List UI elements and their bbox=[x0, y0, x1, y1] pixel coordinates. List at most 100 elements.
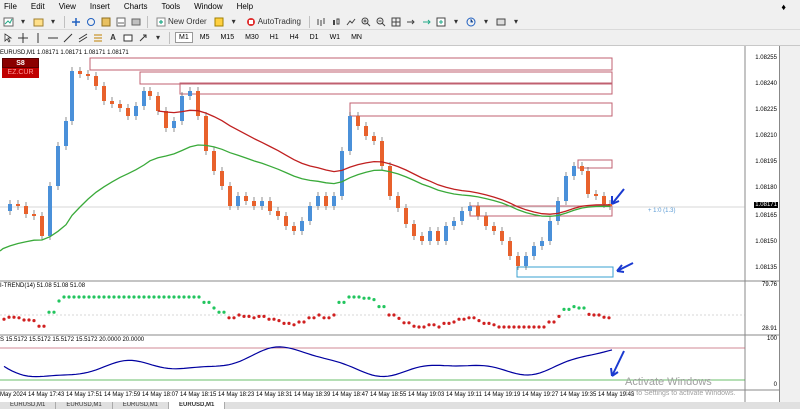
candle bbox=[444, 226, 448, 241]
bar-chart-icon[interactable] bbox=[315, 16, 327, 28]
autoscroll-icon[interactable] bbox=[420, 16, 432, 28]
trend-dot bbox=[322, 316, 326, 320]
periods-icon[interactable] bbox=[465, 16, 477, 28]
trend-dot bbox=[382, 305, 386, 309]
menu-insert[interactable]: Insert bbox=[89, 2, 110, 11]
candle bbox=[236, 196, 240, 206]
dropdown-arrow-icon[interactable]: ▾ bbox=[231, 17, 236, 26]
chart-shift-icon[interactable] bbox=[405, 16, 417, 28]
trend-dot bbox=[107, 295, 111, 299]
time-label: 14 May 19:35 bbox=[560, 392, 597, 398]
timeframe-m30[interactable]: M30 bbox=[245, 34, 259, 41]
trend-dot bbox=[152, 295, 156, 299]
menu-window[interactable]: Window bbox=[194, 2, 223, 11]
menu-view[interactable]: View bbox=[58, 2, 76, 11]
menu-file[interactable]: File bbox=[4, 2, 17, 11]
timeframe-w1[interactable]: W1 bbox=[329, 34, 341, 41]
chart-window[interactable]: EURUSD,M1 1.08171 1.08171 1.08171 1.0817… bbox=[0, 46, 780, 402]
resistance-zone[interactable] bbox=[89, 57, 613, 71]
chart-tab[interactable]: EURUSD,M1 bbox=[113, 402, 170, 409]
zoom-in-icon[interactable] bbox=[360, 16, 372, 28]
vertical-scrollbar[interactable] bbox=[780, 46, 800, 402]
timeframe-m15[interactable]: M15 bbox=[220, 34, 235, 41]
dropdown-arrow-icon[interactable]: ▾ bbox=[50, 17, 55, 26]
new-order-button[interactable]: New Order bbox=[153, 16, 210, 28]
candle bbox=[532, 246, 536, 256]
resistance-zone[interactable] bbox=[139, 71, 613, 85]
dropdown-arrow-icon[interactable]: ▾ bbox=[453, 17, 458, 26]
trendline-icon[interactable] bbox=[62, 32, 74, 44]
resistance-zone[interactable] bbox=[179, 82, 613, 95]
candle bbox=[276, 211, 280, 216]
menu-charts[interactable]: Charts bbox=[123, 2, 148, 11]
dropdown-arrow-icon[interactable]: ▾ bbox=[20, 17, 25, 26]
vertical-line-icon[interactable] bbox=[32, 32, 44, 44]
chart-tabs: EURUSD,M1 EURUSD,M1 EURUSD,M1 EURUSD,M1 bbox=[0, 402, 800, 409]
timeframe-m1[interactable]: M1 bbox=[175, 32, 193, 43]
menu-help[interactable]: Help bbox=[236, 2, 254, 11]
trend-dot bbox=[542, 325, 546, 329]
crosshair-icon[interactable] bbox=[17, 32, 29, 44]
profiles-icon[interactable] bbox=[32, 16, 44, 28]
metaeditor-icon[interactable] bbox=[213, 16, 225, 28]
chart-tab[interactable]: EURUSD,M1 bbox=[0, 402, 57, 409]
resistance-zone[interactable] bbox=[577, 159, 613, 169]
fibonacci-icon[interactable] bbox=[92, 32, 104, 44]
autotrading-button[interactable]: AutoTrading bbox=[243, 16, 304, 28]
time-label: 14 May 18:55 bbox=[370, 392, 407, 398]
timeframe-h1[interactable]: H1 bbox=[269, 34, 279, 41]
cursor-icon[interactable] bbox=[2, 32, 14, 44]
menu-tools[interactable]: Tools bbox=[161, 2, 181, 11]
trend-dot bbox=[327, 316, 331, 320]
dropdown-arrow-icon[interactable]: ▾ bbox=[483, 17, 488, 26]
trend-dot bbox=[532, 325, 536, 329]
trend-dot bbox=[282, 321, 286, 325]
dropdown-arrow-icon[interactable]: ▾ bbox=[155, 33, 160, 42]
sell-button[interactable]: S8 bbox=[2, 58, 39, 68]
trend-dot bbox=[57, 299, 61, 303]
timeframe-h4[interactable]: H4 bbox=[289, 34, 299, 41]
menu-edit[interactable]: Edit bbox=[30, 2, 45, 11]
candlestick-icon[interactable] bbox=[330, 16, 342, 28]
tile-windows-icon[interactable] bbox=[390, 16, 402, 28]
tester-icon[interactable] bbox=[130, 16, 142, 28]
trend-dot bbox=[352, 295, 356, 299]
trend-dot bbox=[217, 310, 221, 314]
candle bbox=[134, 106, 138, 116]
candle bbox=[196, 91, 200, 116]
trend-indicator-label: I-TREND(14) 51.08 51.08 51.08 bbox=[0, 283, 86, 289]
chart-tab-active[interactable]: EURUSD,M1 bbox=[169, 402, 226, 409]
current-price-label: 1.08171 bbox=[754, 202, 778, 208]
resistance-zone[interactable] bbox=[349, 102, 613, 117]
toolbar-separator bbox=[308, 15, 310, 28]
trend-dot bbox=[307, 316, 311, 320]
trend-dots-group bbox=[2, 295, 611, 329]
timeframe-mn[interactable]: MN bbox=[351, 34, 362, 41]
text-label-icon[interactable] bbox=[122, 32, 134, 44]
chart-tab[interactable]: EURUSD,M1 bbox=[56, 402, 113, 409]
support-zone[interactable] bbox=[516, 266, 614, 278]
indicators-icon[interactable] bbox=[435, 16, 447, 28]
templates-icon[interactable] bbox=[495, 16, 507, 28]
price-label: 1.08180 bbox=[755, 185, 777, 191]
text-tool-icon[interactable]: A bbox=[110, 33, 116, 42]
candle bbox=[602, 196, 606, 204]
timeframe-m5[interactable]: M5 bbox=[199, 34, 210, 41]
trend-dot bbox=[477, 319, 481, 323]
navigator-icon[interactable] bbox=[100, 16, 112, 28]
channel-icon[interactable] bbox=[77, 32, 89, 44]
window-restore-icon[interactable]: ♦ bbox=[781, 2, 786, 12]
terminal-icon[interactable] bbox=[115, 16, 127, 28]
data-window-icon[interactable] bbox=[85, 16, 97, 28]
price-chart[interactable] bbox=[0, 46, 780, 402]
oscillator-level-label: 0 bbox=[773, 382, 777, 388]
market-watch-icon[interactable] bbox=[70, 16, 82, 28]
line-chart-icon[interactable] bbox=[345, 16, 357, 28]
dropdown-arrow-icon[interactable]: ▾ bbox=[513, 17, 518, 26]
zoom-out-icon[interactable] bbox=[375, 16, 387, 28]
trend-dot bbox=[527, 325, 531, 329]
timeframe-d1[interactable]: D1 bbox=[309, 34, 319, 41]
horizontal-line-icon[interactable] bbox=[47, 32, 59, 44]
new-chart-icon[interactable] bbox=[2, 16, 14, 28]
arrows-icon[interactable] bbox=[137, 32, 149, 44]
